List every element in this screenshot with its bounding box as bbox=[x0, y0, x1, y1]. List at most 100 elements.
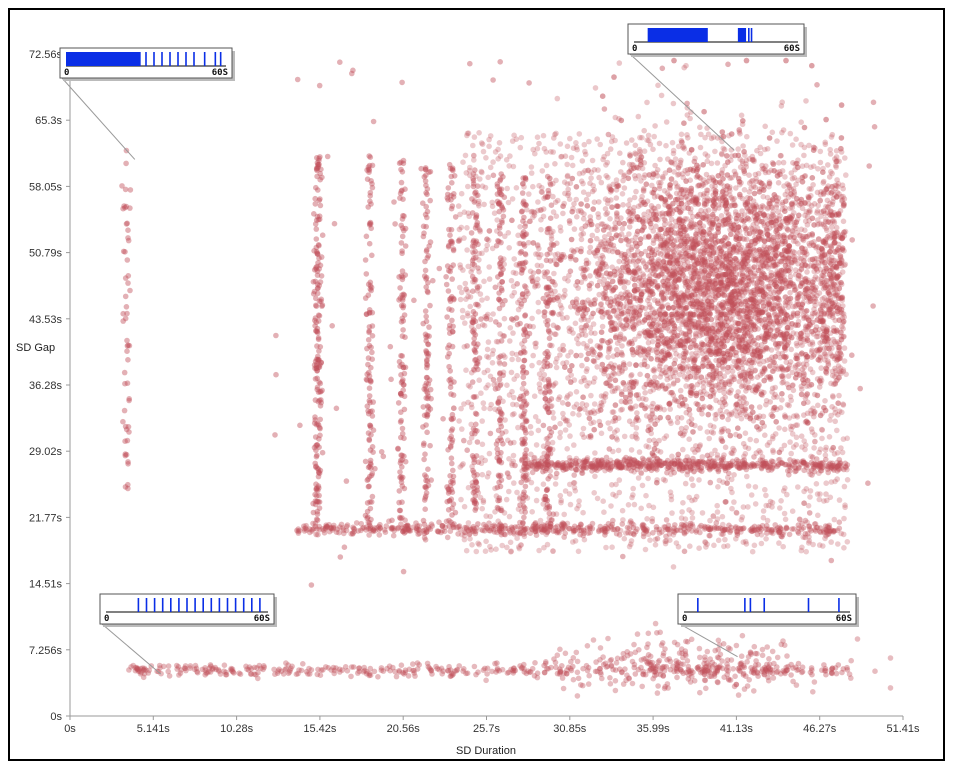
data-point bbox=[580, 230, 587, 237]
data-point bbox=[727, 352, 734, 358]
data-point bbox=[840, 185, 846, 192]
data-point bbox=[759, 162, 765, 169]
data-point bbox=[690, 429, 696, 435]
data-point bbox=[606, 344, 613, 350]
data-point bbox=[750, 245, 756, 251]
data-point bbox=[782, 336, 788, 343]
data-point bbox=[680, 272, 686, 278]
data-point bbox=[678, 242, 684, 249]
data-point bbox=[684, 259, 691, 266]
data-point bbox=[786, 362, 793, 368]
data-point bbox=[657, 306, 663, 313]
data-point bbox=[755, 383, 762, 389]
data-point bbox=[632, 142, 639, 149]
data-point bbox=[725, 213, 732, 219]
data-point bbox=[729, 410, 735, 416]
data-point bbox=[621, 336, 628, 343]
data-point bbox=[636, 311, 643, 318]
data-point bbox=[590, 310, 596, 317]
data-point bbox=[750, 409, 756, 416]
data-point bbox=[642, 390, 648, 396]
data-point bbox=[808, 314, 815, 320]
data-point bbox=[704, 350, 710, 356]
data-point bbox=[636, 303, 642, 310]
data-point bbox=[576, 406, 583, 413]
data-point bbox=[699, 280, 705, 286]
data-point bbox=[631, 252, 638, 259]
data-point bbox=[719, 261, 726, 267]
data-point bbox=[743, 359, 749, 366]
data-point bbox=[556, 293, 562, 299]
data-point bbox=[536, 245, 542, 252]
data-point bbox=[753, 437, 760, 444]
data-point bbox=[833, 158, 839, 165]
data-point bbox=[826, 313, 833, 319]
data-point bbox=[731, 200, 737, 207]
data-point bbox=[798, 391, 805, 398]
data-point bbox=[670, 564, 677, 570]
data-point bbox=[720, 341, 727, 347]
data-point bbox=[759, 368, 765, 375]
data-point bbox=[782, 302, 789, 309]
data-point bbox=[743, 328, 749, 334]
data-point bbox=[826, 307, 832, 314]
data-point bbox=[720, 274, 727, 280]
data-point bbox=[648, 288, 655, 294]
data-point bbox=[717, 407, 724, 414]
data-point bbox=[831, 302, 838, 308]
data-point bbox=[831, 192, 838, 198]
data-point bbox=[696, 254, 703, 261]
data-point bbox=[648, 313, 655, 319]
data-point bbox=[838, 102, 845, 108]
data-point bbox=[731, 341, 738, 348]
data-point bbox=[725, 221, 732, 228]
data-point bbox=[597, 343, 604, 349]
data-point bbox=[703, 201, 709, 208]
data-point bbox=[839, 182, 846, 188]
data-point bbox=[730, 305, 737, 311]
data-point bbox=[652, 272, 659, 279]
data-point bbox=[733, 328, 739, 335]
data-point bbox=[733, 257, 740, 264]
data-point bbox=[765, 221, 771, 227]
data-point bbox=[663, 385, 669, 392]
data-point bbox=[669, 313, 676, 320]
data-point bbox=[720, 250, 727, 256]
data-point bbox=[620, 279, 626, 285]
data-point bbox=[709, 224, 715, 230]
data-point bbox=[713, 342, 719, 348]
data-point bbox=[685, 189, 691, 195]
data-point bbox=[811, 222, 817, 228]
data-point bbox=[579, 299, 586, 306]
data-point bbox=[726, 379, 733, 385]
data-point bbox=[759, 284, 765, 291]
data-point bbox=[647, 310, 654, 317]
data-point bbox=[669, 246, 675, 252]
data-point bbox=[676, 249, 682, 256]
data-point bbox=[728, 202, 735, 209]
data-point bbox=[772, 250, 778, 257]
data-point bbox=[668, 295, 675, 302]
data-point bbox=[676, 253, 682, 259]
data-point bbox=[680, 361, 686, 367]
data-point bbox=[829, 265, 835, 272]
data-point bbox=[670, 283, 676, 289]
data-point bbox=[740, 369, 747, 376]
data-point bbox=[620, 202, 626, 208]
data-point bbox=[654, 356, 661, 363]
data-point bbox=[762, 123, 768, 130]
data-point bbox=[573, 299, 579, 305]
data-point bbox=[790, 330, 797, 336]
data-point bbox=[714, 258, 721, 265]
data-point bbox=[578, 201, 584, 207]
data-point bbox=[701, 108, 707, 115]
data-point bbox=[660, 173, 666, 180]
data-point bbox=[728, 364, 735, 370]
data-point bbox=[711, 328, 717, 335]
data-point bbox=[660, 258, 667, 265]
data-point bbox=[718, 238, 725, 245]
data-point bbox=[620, 360, 627, 366]
data-point bbox=[829, 224, 835, 230]
data-point bbox=[726, 218, 733, 225]
scatter-plot: 0s 5.141s 10.28s 15.42s 20.56s 25.7s 30.85s 35.… bbox=[16, 23, 920, 757]
